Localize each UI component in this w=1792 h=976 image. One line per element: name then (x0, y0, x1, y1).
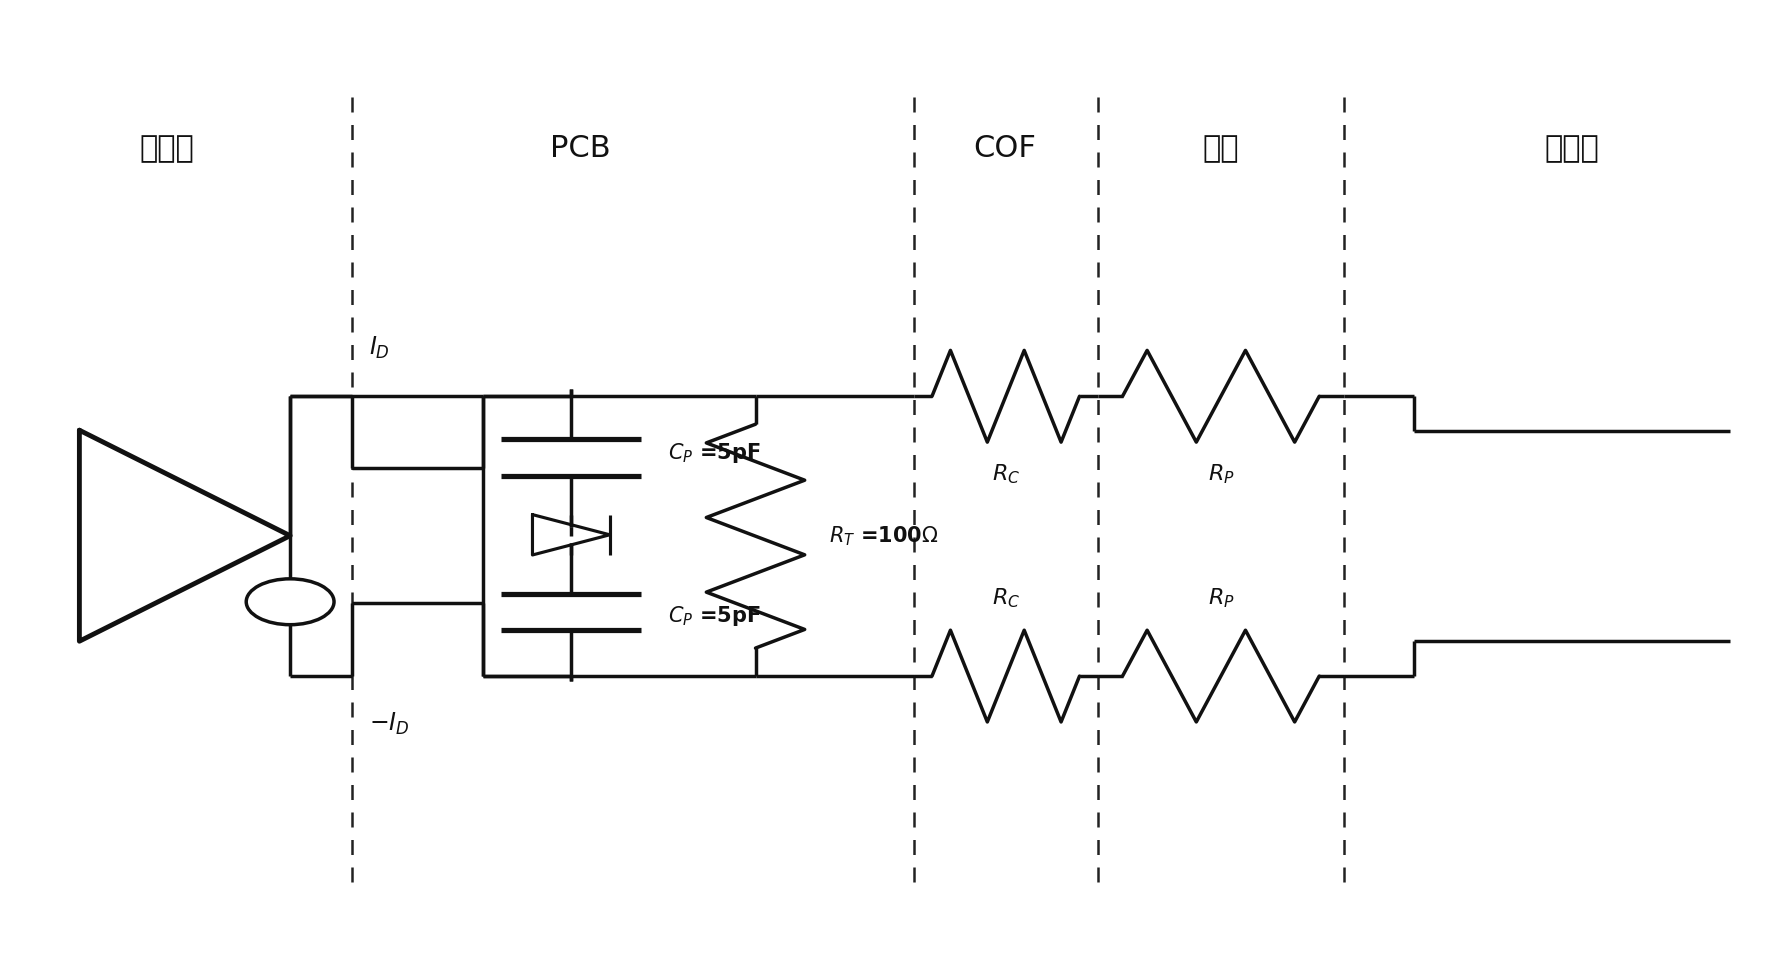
Text: $R_C$: $R_C$ (991, 587, 1020, 610)
Text: $I_D$: $I_D$ (369, 335, 391, 361)
Text: 面板: 面板 (1202, 134, 1238, 163)
Text: $-I_D$: $-I_D$ (369, 711, 410, 737)
Text: $R_T$ =100$\Omega$: $R_T$ =100$\Omega$ (830, 524, 939, 548)
Text: $C_P$ =5pF: $C_P$ =5pF (668, 441, 760, 466)
Text: 接收器: 接收器 (1545, 134, 1600, 163)
Text: $R_P$: $R_P$ (1208, 587, 1235, 610)
Text: $R_P$: $R_P$ (1208, 463, 1235, 486)
Text: COF: COF (973, 134, 1036, 163)
Text: 发送器: 发送器 (140, 134, 195, 163)
Text: $C_P$ =5pF: $C_P$ =5pF (668, 604, 760, 629)
Text: $R_C$: $R_C$ (991, 463, 1020, 486)
Text: PCB: PCB (550, 134, 611, 163)
